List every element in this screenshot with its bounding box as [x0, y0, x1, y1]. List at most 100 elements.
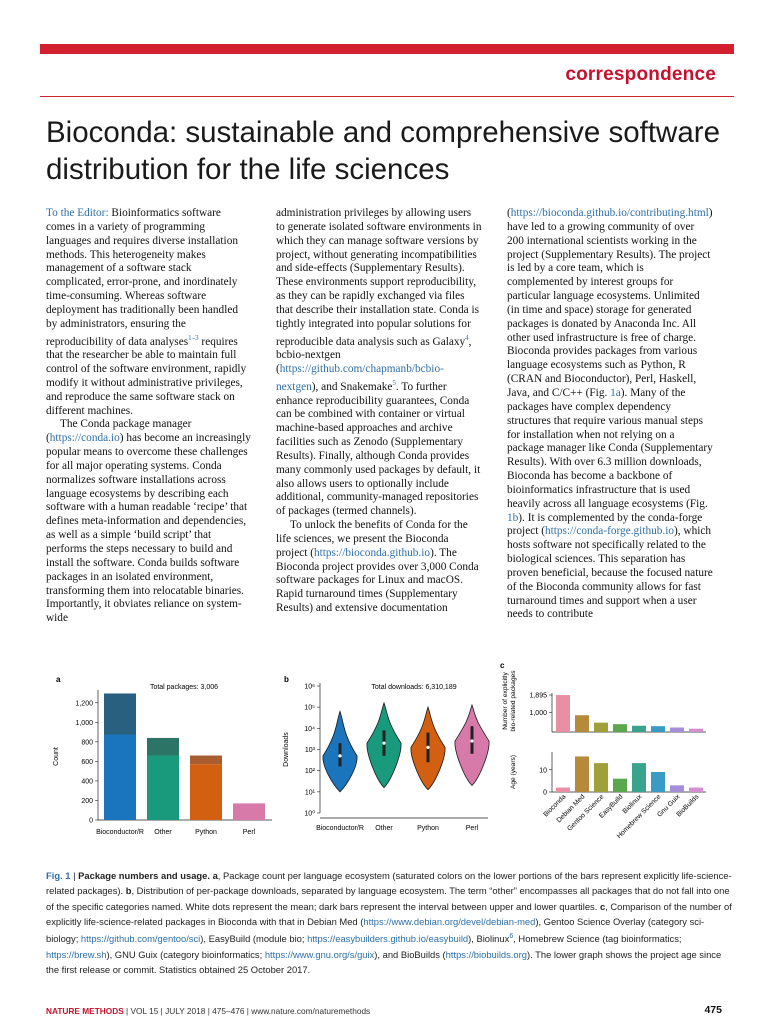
text-run: To the Editor: — [46, 207, 112, 219]
panel-c-bottom-ytick-label: 0 — [543, 790, 547, 797]
caption-text: ), Gentoo Science Overlay (category sci-… — [46, 915, 705, 945]
panel-a-xtick-label: Bioconductor/R — [96, 829, 144, 836]
panel-b-xtick-label: Bioconductor/R — [316, 825, 364, 832]
panel-c-top-bar — [651, 726, 665, 732]
panel-c-bottom-bar — [594, 763, 608, 792]
section-rule — [40, 96, 734, 97]
panel-label-b: b — [284, 675, 289, 684]
caption-link[interactable]: https://easybuilders.github.io/easybuild — [307, 933, 469, 945]
panel-c-top-bar — [556, 695, 570, 732]
inline-link[interactable]: https://conda.io — [49, 432, 120, 445]
caption-link[interactable]: https://github.com/gentoo/sci — [80, 933, 201, 945]
panel-a-bar-total — [190, 755, 222, 765]
page-footer: NATURE METHODS | VOL 15 | JULY 2018 | 47… — [46, 1006, 726, 1016]
inline-link[interactable]: https://github.com/chapmanb/bcbio-nextge… — [276, 363, 444, 393]
panel-a-bar-life-science — [190, 764, 222, 820]
inline-link[interactable]: https://bioconda.github.io — [313, 546, 431, 559]
panel-b-xtick-label: Other — [375, 825, 393, 832]
panel-c-bottom-bar — [651, 772, 665, 792]
text-run: ). The Bioconda project provides over 3,… — [276, 546, 479, 615]
panel-c-bottom-bar — [632, 763, 646, 792]
panel-c-bottom-bar — [670, 785, 684, 792]
paragraph: (https://bioconda.github.io/contributing… — [507, 207, 713, 622]
article-title: Bioconda: sustainable and comprehensive … — [46, 116, 720, 186]
panel-c-top-bar — [594, 722, 608, 732]
issue-info: | VOL 15 | JULY 2018 | 475–476 | www.nat… — [123, 1006, 371, 1016]
body-column-1: To the Editor: Bioinformatics software c… — [46, 207, 252, 626]
caption-text: ), GNU Guix (category bioinformatics; — [106, 948, 265, 960]
text-run: . To further enhance reproducibility gua… — [276, 380, 481, 518]
panel-b-ytick-label: 10⁴ — [304, 726, 315, 733]
paragraph: administration privileges by allowing us… — [276, 207, 482, 519]
caption-text: | — [70, 870, 79, 881]
panel-c-bottom-bar — [689, 787, 703, 792]
text-run: ). It is complemented by the conda-forge… — [507, 511, 703, 538]
caption-text: ), Biolinux — [468, 933, 510, 945]
panel-c-top-bar — [613, 724, 627, 732]
panel-c-top-ylabel-line1: Number of explicitly — [502, 672, 509, 730]
panel-b-xtick-label: Python — [417, 825, 439, 832]
panel-c-top-bar — [689, 728, 703, 732]
panel-a-xtick-label: Other — [154, 829, 172, 836]
panel-a-xtick-label: Python — [195, 829, 217, 836]
panel-a-bar-total — [147, 737, 179, 756]
panel-a-ytick-label: 800 — [81, 739, 93, 746]
panel-b-ytick-label: 10⁰ — [304, 810, 315, 818]
text-run: Bioinformatics software comes in a varie… — [46, 207, 238, 348]
text-run: ) has become an increasingly popular mea… — [46, 432, 251, 625]
panel-c-bottom-bar — [556, 787, 570, 792]
panel-c-top-ytick-label: 1,000 — [529, 710, 547, 717]
paragraph: To unlock the benefits of Conda for the … — [276, 519, 482, 616]
page-number: 475 — [704, 1004, 722, 1016]
citation-ref: 5 — [392, 378, 396, 387]
citation-ref: 4 — [465, 333, 469, 342]
panel-c-top-ytick-label: 1,895 — [529, 693, 547, 700]
caption-text: , Package count per language ecosystem (… — [46, 870, 732, 897]
panel-b-mean-dot — [382, 741, 386, 745]
body-column-3: (https://bioconda.github.io/contributing… — [507, 207, 713, 622]
panel-a-bar-life-science — [147, 755, 179, 820]
section-label: correspondence — [565, 64, 716, 85]
caption-link[interactable]: https://www.gnu.org/s/guix — [264, 948, 375, 960]
panel-a-ytick-label: 0 — [89, 818, 93, 825]
panel-a-bar-total — [104, 693, 136, 735]
panel-a-bar-life-science — [233, 803, 265, 820]
panel-b-mean-dot — [470, 739, 474, 743]
figure-caption: Fig. 1 | Package numbers and usage. a, P… — [46, 868, 732, 977]
text-run: To unlock the benefits of Conda for the … — [276, 519, 468, 559]
caption-text: , Comparison of the number of explicitly… — [46, 900, 732, 927]
inline-link[interactable]: 1b — [507, 511, 519, 524]
text-run: requires that the researcher be able to … — [46, 335, 247, 417]
panel-b-ytick-label: 10⁶ — [304, 684, 315, 691]
caption-link[interactable]: https://www.debian.org/devel/debian-med — [363, 915, 536, 927]
panel-a-xtick-label: Perl — [243, 829, 256, 836]
panel-a-ytick-label: 200 — [81, 798, 93, 805]
panel-b-ytick-label: 10⁵ — [304, 705, 315, 712]
caption-text: Fig. 1 — [46, 870, 71, 881]
caption-text: ). The lower graph shows the project age… — [46, 948, 722, 975]
panel-b-ylabel: Downloads — [283, 732, 290, 767]
panel-c-bottom-bar — [613, 778, 627, 792]
figure-1: a b c 0 200 400 600 800 1,000 1,200 Count Total pac… — [44, 655, 734, 840]
text-run: ( — [507, 207, 511, 219]
text-run: ), and Snakemake — [311, 380, 393, 393]
text-run: ). Many of the packages have complex dep… — [507, 386, 713, 510]
caption-link[interactable]: https://biobuilds.org — [445, 948, 527, 960]
figure-1-svg: a b c 0 200 400 600 800 1,000 1,200 Count Total pac… — [53, 661, 706, 840]
panel-b-ytick-label: 10² — [305, 768, 316, 775]
text-run: ) have led to a growing community of ove… — [507, 207, 713, 399]
inline-link[interactable]: https://bioconda.github.io/contributing.… — [510, 207, 709, 219]
panel-c-bottom-ytick-label: 10 — [539, 767, 547, 774]
inline-link[interactable]: 1a — [610, 386, 621, 399]
header-accent-bar — [40, 44, 734, 54]
panel-a-bar-life-science — [104, 734, 136, 820]
panel-a-ytick-label: 1,200 — [75, 700, 93, 707]
panel-c-bottom-bar — [575, 756, 589, 792]
text-run: ), which hosts software not specifically… — [507, 525, 713, 621]
panel-b-ytick-label: 10³ — [305, 747, 316, 754]
panel-a-title: Total packages: 3,006 — [150, 684, 218, 691]
caption-link[interactable]: https://brew.sh — [46, 948, 107, 960]
paragraph: To the Editor: Bioinformatics software c… — [46, 207, 252, 418]
text-run: , bcbio-nextgen ( — [276, 335, 472, 376]
inline-link[interactable]: https://conda-forge.github.io — [544, 525, 675, 538]
